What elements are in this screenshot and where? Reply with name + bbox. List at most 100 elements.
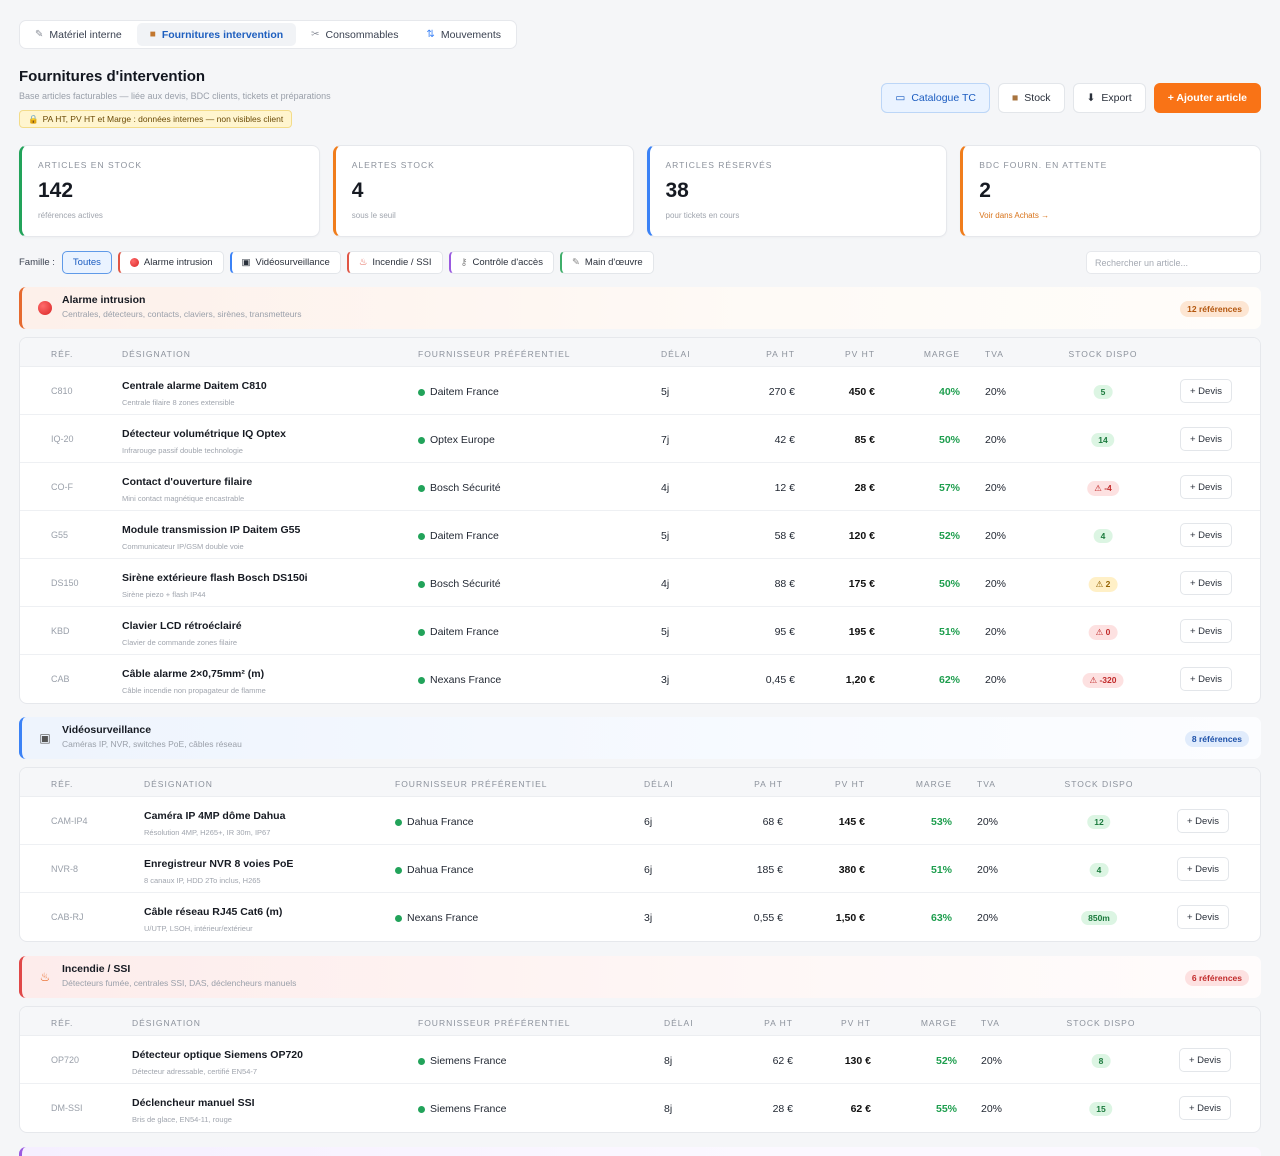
margin: 52%: [938, 530, 960, 542]
tab-fournitures-intervention[interactable]: ■ Fournitures intervention: [136, 23, 297, 46]
table-row[interactable]: C810 Centrale alarme Daitem C810 Centrale …: [20, 367, 1260, 415]
supplier: Nexans France: [418, 674, 501, 686]
voir-achats-link[interactable]: Voir dans Achats →: [979, 211, 1050, 220]
add-to-quote-button[interactable]: + Devis: [1180, 619, 1232, 643]
article-description: Mini contact magnétique encastrable: [122, 494, 245, 503]
table-row[interactable]: KBD Clavier LCD rétroéclairé Clavier de co…: [20, 607, 1260, 655]
filter-chip-video[interactable]: ▣ Vidéosurveillance: [229, 251, 341, 274]
supplier-status-dot-icon: [418, 676, 425, 684]
stock-badge: ⚠ -4: [1087, 481, 1119, 496]
tab-materiel-interne[interactable]: ✎ Matériel interne: [22, 23, 135, 46]
tab-label: Consommables: [325, 28, 399, 41]
chip-label: Vidéosurveillance: [255, 257, 330, 268]
table-row[interactable]: NVR-8 Enregistreur NVR 8 voies PoE 8 canau…: [20, 845, 1260, 893]
internal-data-warning: 🔒 PA HT, PV HT et Marge : données interne…: [19, 110, 293, 128]
article-ref: NVR-8: [51, 864, 79, 874]
purchase-price: 185 €: [756, 864, 783, 876]
supplier-name: Dahua France: [407, 864, 474, 876]
add-to-quote-button[interactable]: + Devis: [1177, 857, 1229, 881]
supplier-status-dot-icon: [418, 1105, 425, 1113]
add-to-quote-button[interactable]: + Devis: [1180, 667, 1232, 691]
table-row[interactable]: CAB-RJ Câble réseau RJ45 Cat6 (m) U/UTP, L…: [20, 893, 1260, 941]
column-header: Stock dispo: [1068, 349, 1138, 359]
add-to-quote-button[interactable]: + Devis: [1179, 1048, 1231, 1072]
stock-badge: ⚠ 0: [1088, 625, 1118, 640]
add-to-quote-button[interactable]: + Devis: [1180, 571, 1232, 595]
sale-price: 1,50 €: [835, 912, 865, 924]
table-row[interactable]: DM-SSI Déclencheur manuel SSI Bris de glac…: [20, 1084, 1260, 1132]
supplier-name: Dahua France: [407, 816, 474, 828]
column-header: Stock dispo: [1066, 1018, 1136, 1028]
margin: 52%: [935, 1055, 957, 1067]
kpi-note: références actives: [38, 211, 103, 220]
article-ref: CO-F: [51, 482, 73, 492]
article-name: Sirène extérieure flash Bosch DS150i: [122, 572, 308, 584]
add-to-quote-button[interactable]: + Devis: [1180, 427, 1232, 451]
tab-mouvements[interactable]: ⇅ Mouvements: [414, 23, 515, 46]
kpi-value: 142: [38, 179, 74, 202]
article-ref: CAB: [51, 674, 70, 684]
add-to-quote-button[interactable]: + Devis: [1180, 523, 1232, 547]
filter-label: Famille :: [19, 257, 55, 268]
table-row[interactable]: CO-F Contact d'ouverture filaire Mini cont…: [20, 463, 1260, 511]
download-icon: ⬇: [1086, 92, 1096, 104]
book-icon: ▭: [895, 92, 906, 104]
stock-badge: 4: [1093, 529, 1113, 543]
add-to-quote-button[interactable]: + Devis: [1177, 905, 1229, 929]
supplier: Bosch Sécurité: [418, 578, 501, 590]
column-header: Délai: [644, 779, 674, 789]
filter-chip-toutes[interactable]: Toutes: [61, 251, 112, 274]
sale-price: 120 €: [848, 530, 875, 542]
margin: 51%: [930, 864, 952, 876]
filter-chip-controle[interactable]: ⚷ Contrôle d'accès: [448, 251, 554, 274]
filter-chip-alarme[interactable]: Alarme intrusion: [117, 251, 224, 274]
supplier-name: Daitem France: [430, 530, 499, 542]
add-article-button[interactable]: + Ajouter article: [1153, 83, 1261, 113]
section-count: 8 références: [1184, 731, 1249, 747]
add-to-quote-button[interactable]: + Devis: [1180, 475, 1232, 499]
catalog-button[interactable]: ▭ Catalogue TC: [881, 83, 990, 113]
filter-chip-main-oeuvre[interactable]: ✎ Main d'œuvre: [559, 251, 654, 274]
add-to-quote-button[interactable]: + Devis: [1179, 1096, 1231, 1120]
table-row[interactable]: DS150 Sirène extérieure flash Bosch DS150…: [20, 559, 1260, 607]
vat-rate: 20%: [981, 1103, 1003, 1115]
search-input[interactable]: [1086, 251, 1261, 274]
purchase-price: 12 €: [774, 482, 795, 494]
article-name: Câble réseau RJ45 Cat6 (m): [144, 906, 283, 918]
tab-consommables[interactable]: ✂ Consommables: [298, 23, 411, 46]
delivery-delay: 6j: [644, 864, 653, 876]
margin: 51%: [938, 626, 960, 638]
table-row[interactable]: IQ-20 Détecteur volumétrique IQ Optex Infr…: [20, 415, 1260, 463]
table-row[interactable]: CAB Câble alarme 2×0,75mm² (m) Câble incen…: [20, 655, 1260, 703]
article-ref: G55: [51, 530, 69, 540]
catalog-label: Catalogue TC: [911, 92, 976, 104]
stock-badge: 14: [1091, 433, 1115, 447]
supplier-status-dot-icon: [418, 436, 425, 444]
margin: 40%: [938, 386, 960, 398]
filter-chip-incendie[interactable]: ♨ Incendie / SSI: [346, 251, 443, 274]
add-to-quote-button[interactable]: + Devis: [1180, 379, 1232, 403]
supplier-status-dot-icon: [418, 484, 425, 492]
kpi-label: Articles réservés: [665, 160, 773, 170]
table-row[interactable]: OP720 Détecteur optique Siemens OP720 Déte…: [20, 1036, 1260, 1084]
column-header: PV HT: [840, 1018, 871, 1028]
table-row[interactable]: CAM-IP4 Caméra IP 4MP dôme Dahua Résolutio…: [20, 797, 1260, 845]
export-button[interactable]: ⬇ Export: [1072, 83, 1146, 113]
column-header: Marge: [920, 1018, 957, 1028]
stock-button[interactable]: ■ Stock: [997, 83, 1065, 113]
purchase-price: 42 €: [774, 434, 795, 446]
article-name: Déclencheur manuel SSI: [132, 1097, 255, 1109]
article-description: Centrale filaire 8 zones extensible: [122, 398, 235, 407]
column-header: Réf.: [51, 1018, 74, 1028]
table-row[interactable]: G55 Module transmission IP Daitem G55 Comm…: [20, 511, 1260, 559]
kpi-label: Alertes stock: [351, 160, 435, 170]
add-to-quote-button[interactable]: + Devis: [1177, 809, 1229, 833]
supplier-name: Bosch Sécurité: [430, 578, 501, 590]
article-ref: OP720: [51, 1055, 80, 1065]
delivery-delay: 8j: [664, 1103, 673, 1115]
margin: 57%: [938, 482, 960, 494]
article-description: U/UTP, LSOH, intérieur/extérieur: [144, 924, 253, 933]
wrench-icon: ✎: [571, 257, 580, 268]
column-header: PA HT: [764, 1018, 793, 1028]
supplier-name: Bosch Sécurité: [430, 482, 501, 494]
